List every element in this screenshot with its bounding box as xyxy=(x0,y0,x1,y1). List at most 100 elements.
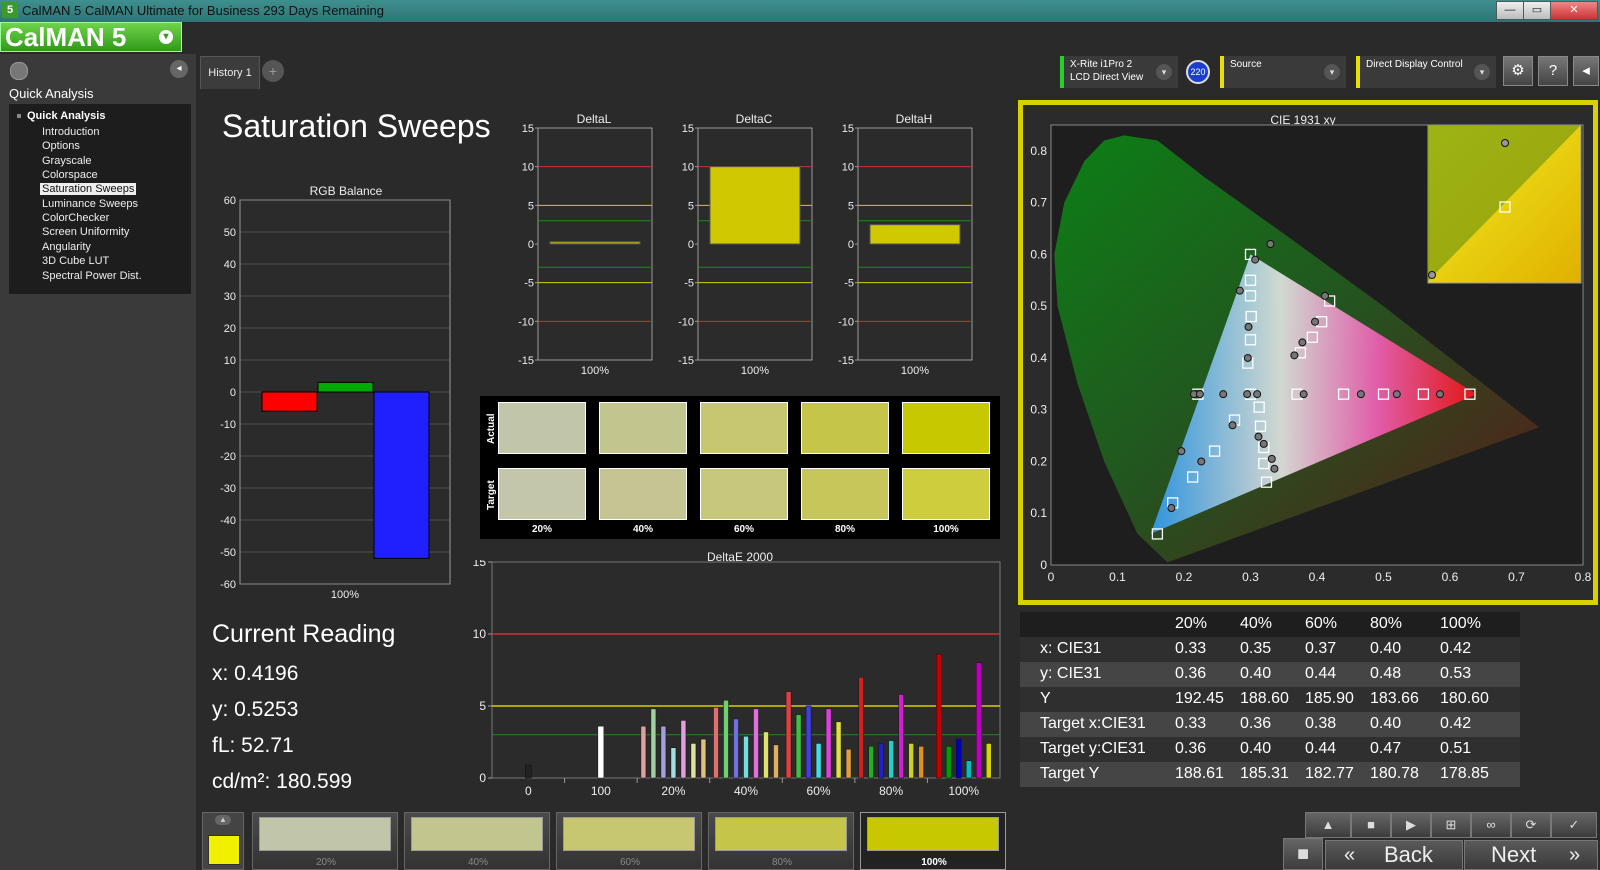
bottom-swatch-40pct[interactable]: 40% xyxy=(404,812,550,870)
y-tick-label: 40 xyxy=(224,259,236,271)
y-tick-label: 10 xyxy=(224,355,236,367)
y-tick-label: 0 xyxy=(479,771,486,785)
deltaE-bar xyxy=(670,747,677,779)
bottom-swatch-60pct[interactable]: 60% xyxy=(556,812,702,870)
y-tick-label: 20 xyxy=(224,323,236,335)
x-tick-label: 0 xyxy=(1048,570,1055,584)
tree-item-angularity[interactable]: Angularity xyxy=(42,241,91,253)
table-cell: 0.42 xyxy=(1440,715,1472,732)
x-tick-label: 20% xyxy=(661,784,685,798)
tree-root[interactable]: Quick Analysis xyxy=(27,110,106,122)
meter-status-badge[interactable]: 220 xyxy=(1186,60,1210,84)
swatch-label: 40% xyxy=(467,857,488,868)
swatch-label: 60% xyxy=(733,524,754,535)
target-marker xyxy=(1323,295,1336,307)
tree-item-colorspace[interactable]: Colorspace xyxy=(42,169,98,181)
deltaE-bar xyxy=(773,744,779,779)
delta-bar xyxy=(549,241,641,245)
table-cell: 0.37 xyxy=(1305,640,1337,657)
tree-node-icon xyxy=(17,114,21,118)
table-cell: 0.42 xyxy=(1440,640,1472,657)
tree-item-grayscale[interactable]: Grayscale xyxy=(42,155,92,167)
delta-bar xyxy=(709,166,801,245)
y-tick-label: 30 xyxy=(224,291,236,303)
source-selector[interactable]: Source ▾ xyxy=(1220,56,1346,88)
up-arrow-icon[interactable]: ▲ xyxy=(1305,812,1351,838)
y-tick-label: 5 xyxy=(479,699,486,713)
target-marker xyxy=(1245,310,1257,323)
y-tick-label: -50 xyxy=(220,547,236,559)
row-label: Target x:CIE31 xyxy=(1040,715,1146,732)
bottom-swatch-80pct[interactable]: 80% xyxy=(708,812,854,870)
deltaL-chart: 15 10 5 0 -5 -10 -15 100% xyxy=(518,123,653,377)
tree-item-options[interactable]: Options xyxy=(42,140,80,152)
tree-item-colorchecker[interactable]: ColorChecker xyxy=(42,212,110,224)
meter-selector[interactable]: X-Rite i1Pro 2 LCD Direct View ▾ xyxy=(1060,56,1178,88)
tree-item-screen-uniformity[interactable]: Screen Uniformity xyxy=(42,226,130,238)
x-tick-label: 0 xyxy=(525,784,532,798)
add-tab-button[interactable]: + xyxy=(262,60,284,82)
tree-item-luminance-sweeps[interactable]: Luminance Sweeps xyxy=(42,198,139,210)
rgb-balance-title: RGB Balance xyxy=(309,184,383,198)
next-button[interactable]: Next » xyxy=(1464,840,1598,870)
up-arrow-icon[interactable]: ▲ xyxy=(215,815,231,825)
tab-history-1[interactable]: History 1 xyxy=(200,56,260,89)
deltaC-chart: 15 10 5 0 -5 -10 -15 100% xyxy=(678,123,813,377)
table-cell: 0.53 xyxy=(1440,665,1472,682)
settings-button[interactable]: ⚙ xyxy=(1503,56,1533,86)
collapse-right-button[interactable]: ◂ xyxy=(1573,56,1599,86)
refresh-button[interactable]: ⟳ xyxy=(1511,812,1551,838)
calman-logo-menu[interactable]: CalMAN 5 ▾ xyxy=(0,22,182,52)
deltaE-bar xyxy=(690,743,697,779)
display-control-selector[interactable]: Direct Display Control ▾ xyxy=(1356,56,1496,88)
y-tick-label: 0.1 xyxy=(1030,506,1047,520)
table-row: Target y:CIE31 0.36 0.40 0.44 0.47 0.51 xyxy=(1020,737,1520,762)
bottom-swatch-20pct[interactable]: 20% xyxy=(252,812,398,870)
deltaE-bar xyxy=(650,708,657,779)
tree-item-introduction[interactable]: Introduction xyxy=(42,126,100,138)
collapse-panel-button[interactable]: ◂ xyxy=(170,60,188,78)
x-tick-label: 0.7 xyxy=(1508,570,1525,584)
deltaE-bar xyxy=(815,743,822,779)
actual-row-label: Actual xyxy=(486,413,497,444)
deltaL-title: DeltaL xyxy=(576,112,612,126)
inset-target-marker xyxy=(1499,201,1511,213)
x-tick-label: 100 xyxy=(591,784,611,798)
target-marker xyxy=(1186,471,1199,483)
stop-measure-button[interactable]: ■ xyxy=(1351,812,1391,838)
continuous-loop-button[interactable]: ∞ xyxy=(1471,812,1511,838)
minimize-button[interactable]: — xyxy=(1496,1,1524,20)
target-marker xyxy=(1244,290,1257,302)
back-label: Back xyxy=(1384,842,1433,867)
stop-icon[interactable]: ■ xyxy=(1283,838,1323,870)
tree-item-spectral-power[interactable]: Spectral Power Dist. xyxy=(42,270,142,282)
check-button[interactable]: ✓ xyxy=(1551,812,1597,838)
meter-name: X-Rite i1Pro 2 xyxy=(1070,59,1133,70)
tree-item-saturation-sweeps[interactable]: Saturation Sweeps xyxy=(40,183,137,195)
workflow-circle-icon[interactable] xyxy=(10,62,28,80)
history-tabs: History 1 + xyxy=(200,56,290,89)
tree-item-3d-cube-lut[interactable]: 3D Cube LUT xyxy=(42,255,110,267)
actual-marker xyxy=(1290,351,1299,360)
bottom-swatch-100pct[interactable]: 100% xyxy=(860,812,1006,870)
actual-marker xyxy=(1392,390,1401,399)
row-label: y: CIE31 xyxy=(1040,665,1102,682)
actual-marker xyxy=(1298,338,1307,347)
actual-marker xyxy=(1197,457,1206,466)
x-tick-label: 0.3 xyxy=(1242,570,1259,584)
help-button[interactable]: ? xyxy=(1538,56,1568,86)
fit-button[interactable]: ⊞ xyxy=(1431,812,1471,838)
cie-diagram: 0.8 0.7 0.6 0.5 0.4 0.3 0.2 0.1 00 0.1 0.2 0.3 0.4 0.… xyxy=(1030,124,1592,584)
table-cell: 0.36 xyxy=(1240,715,1272,732)
back-button[interactable]: « Back xyxy=(1325,840,1463,870)
row-label: Y xyxy=(1040,690,1051,707)
play-measure-button[interactable]: ▶ xyxy=(1391,812,1431,838)
x-label: 100% xyxy=(331,589,359,601)
restore-button[interactable]: ▭ xyxy=(1523,1,1551,20)
deltaE-bar xyxy=(795,714,802,779)
y-tick-label: -5 xyxy=(524,278,534,290)
y-tick-label: 15 xyxy=(522,123,534,135)
current-color-swatch[interactable]: ▲ xyxy=(202,812,244,870)
actual-marker xyxy=(1320,291,1329,300)
close-button[interactable]: ✕ xyxy=(1550,1,1598,20)
